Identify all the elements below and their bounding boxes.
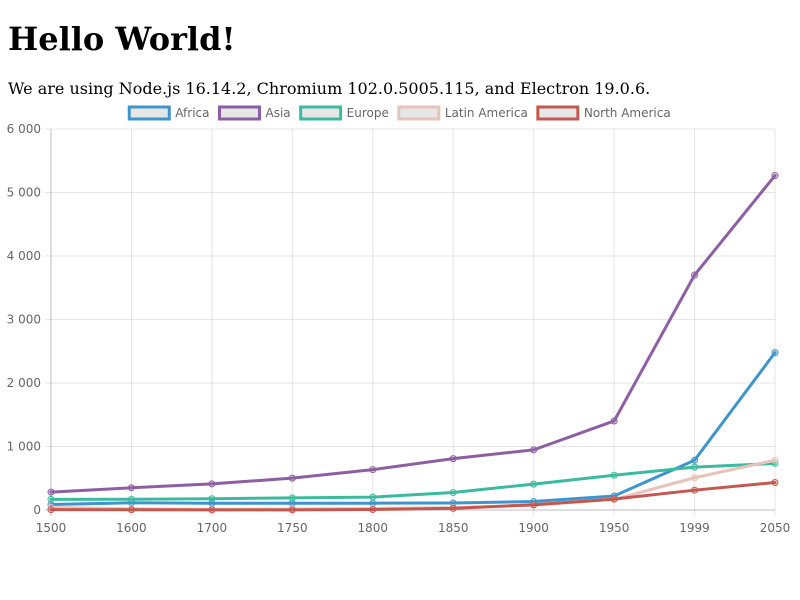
axis-labels: 0 1 000 2 000 3 000 4 000 5 000 6 000 1500 1600 1… (7, 122, 791, 535)
data-point[interactable] (691, 463, 699, 471)
y-tick-label: 4 000 (7, 249, 41, 263)
data-point[interactable] (288, 474, 296, 482)
data-point[interactable] (127, 506, 135, 514)
legend-label: Asia (265, 106, 290, 120)
data-point[interactable] (691, 456, 699, 464)
electron-version: 19.0.6 (594, 79, 646, 98)
y-tick-label: 6 000 (7, 122, 41, 136)
data-point[interactable] (369, 493, 377, 501)
y-tick-label: 1 000 (7, 440, 41, 454)
data-point[interactable] (771, 479, 779, 487)
data-point[interactable] (610, 471, 618, 479)
x-tick-label: 1750 (277, 521, 308, 535)
x-tick-label: 1800 (358, 521, 389, 535)
y-tick-label: 5 000 (7, 186, 41, 200)
page-title: Hello World! (8, 20, 236, 58)
legend-label: North America (584, 106, 671, 120)
x-tick-label: 1700 (197, 521, 228, 535)
data-point[interactable] (127, 484, 135, 492)
version-info: We are using Node.js 16.14.2, Chromium 1… (8, 80, 650, 98)
series-line[interactable] (49, 481, 777, 512)
series-line[interactable] (49, 461, 777, 501)
legend-swatch (217, 105, 261, 121)
legend-item[interactable]: Latin America (397, 105, 528, 121)
legend-swatch (397, 105, 441, 121)
legend-item[interactable]: Africa (127, 105, 209, 121)
legend-label: Latin America (445, 106, 528, 120)
data-point[interactable] (288, 494, 296, 502)
x-tick-label: 1600 (116, 521, 147, 535)
data-point[interactable] (288, 506, 296, 514)
data-point[interactable] (208, 506, 216, 514)
data-point[interactable] (449, 455, 457, 463)
data-point[interactable] (369, 506, 377, 514)
data-point[interactable] (771, 456, 779, 464)
y-tick-label: 0 (33, 503, 41, 517)
data-point[interactable] (530, 501, 538, 509)
data-point[interactable] (449, 504, 457, 512)
version-intro: We are using Node.js (8, 79, 186, 98)
x-tick-label: 1999 (679, 521, 710, 535)
data-point[interactable] (691, 486, 699, 494)
data-point[interactable] (47, 495, 55, 503)
x-tick-label: 1950 (599, 521, 630, 535)
legend-swatch (536, 105, 580, 121)
series-line[interactable] (49, 174, 777, 494)
node-version: 16.14.2 (185, 79, 247, 98)
x-tick-label: 1850 (438, 521, 469, 535)
legend-label: Africa (175, 106, 209, 120)
legend-item[interactable]: Europe (299, 105, 389, 121)
data-point[interactable] (530, 446, 538, 454)
data-point[interactable] (127, 495, 135, 503)
y-tick-label: 3 000 (7, 313, 41, 327)
series-line[interactable] (49, 351, 777, 507)
grid-lines (45, 128, 776, 516)
electron-separator: , and Electron (474, 79, 595, 98)
legend: Africa Asia Europe Latin America North Ameri… (127, 105, 671, 121)
data-point[interactable] (771, 349, 779, 357)
data-point[interactable] (47, 488, 55, 496)
data-point[interactable] (610, 417, 618, 425)
data-point[interactable] (208, 495, 216, 503)
x-tick-label: 2050 (760, 521, 791, 535)
data-point[interactable] (530, 480, 538, 488)
data-point[interactable] (691, 474, 699, 482)
legend-swatch (299, 105, 343, 121)
legend-item[interactable]: Asia (217, 105, 291, 121)
data-point[interactable] (449, 488, 457, 496)
data-point[interactable] (771, 172, 779, 180)
data-point[interactable] (208, 480, 216, 488)
legend-item[interactable]: North America (536, 105, 671, 121)
data-point[interactable] (610, 495, 618, 503)
series-lines (47, 172, 779, 514)
y-tick-label: 2 000 (7, 376, 41, 390)
chromium-version: 102.0.5005.115 (347, 79, 475, 98)
legend-label: Europe (347, 106, 389, 120)
chromium-separator: , Chromium (246, 79, 348, 98)
data-point[interactable] (691, 271, 699, 279)
x-tick-label: 1500 (36, 521, 67, 535)
version-end: . (645, 79, 651, 98)
legend-swatch (127, 105, 171, 121)
data-point[interactable] (47, 506, 55, 514)
data-point[interactable] (369, 466, 377, 474)
x-tick-label: 1900 (518, 521, 549, 535)
